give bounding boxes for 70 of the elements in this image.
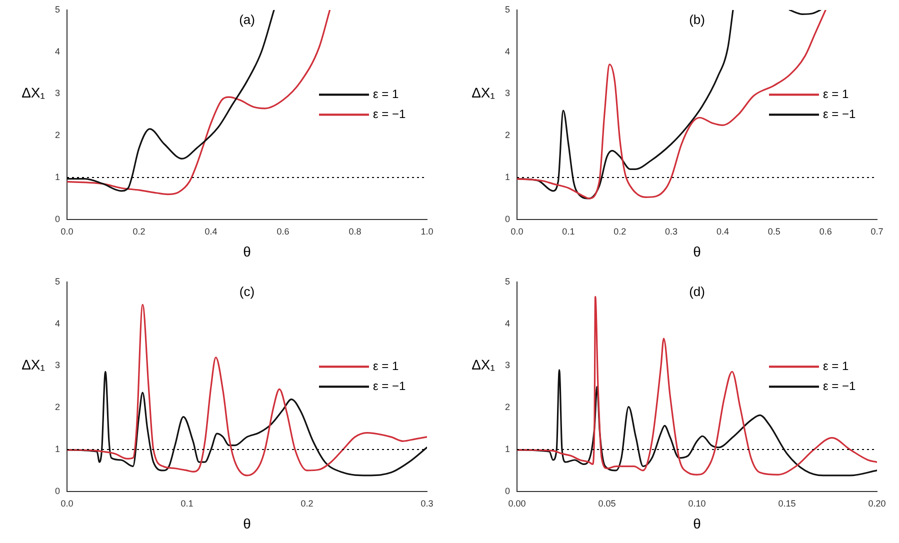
y-axis-title: ΔX₁ — [22, 356, 46, 373]
y-tick-label: 3 — [54, 360, 60, 370]
x-tick-label: 0.2 — [614, 226, 626, 236]
chart-title: (a) — [239, 12, 255, 28]
y-axis-title: ΔX₁ — [472, 356, 496, 373]
line-series — [67, 304, 427, 476]
y-tick-label: 3 — [504, 360, 510, 370]
x-tick-label: 0.4 — [204, 226, 218, 236]
x-tick-label: 0.3 — [420, 498, 434, 508]
x-tick-label: 0.2 — [132, 226, 146, 236]
x-tick-label: 0.10 — [688, 498, 706, 508]
x-tick-label: 0.3 — [665, 226, 678, 236]
chart-title: (b) — [689, 12, 705, 28]
x-tick-label: 0.7 — [870, 226, 884, 236]
y-tick-label: 0 — [504, 214, 510, 224]
y-tick-label: 1 — [504, 172, 510, 182]
y-tick-label: 4 — [54, 46, 60, 56]
x-tick-label: 1.0 — [420, 226, 434, 236]
y-tick-label: 0 — [54, 486, 60, 496]
y-tick-label: 3 — [504, 88, 510, 98]
legend-label: ε = 1 — [373, 359, 400, 374]
y-tick-label: 5 — [54, 276, 60, 286]
x-tick-label: 0.00 — [508, 498, 526, 508]
y-tick-label: 5 — [54, 4, 60, 14]
x-tick-label: 0.15 — [778, 498, 796, 508]
y-tick-label: 4 — [504, 318, 510, 328]
x-tick-label: 0.0 — [60, 498, 74, 508]
y-tick-label: 2 — [504, 402, 510, 412]
y-tick-label: 2 — [504, 130, 510, 140]
x-tick-label: 0.8 — [348, 226, 362, 236]
legend-label: ε = −1 — [823, 107, 856, 122]
x-tick-label: 0.20 — [868, 498, 886, 508]
x-tick-label: 0.0 — [60, 226, 74, 236]
legend-label: ε = −1 — [373, 379, 406, 394]
x-tick-label: 0.5 — [768, 226, 780, 236]
y-tick-label: 3 — [54, 88, 60, 98]
x-tick-label: 0.2 — [300, 498, 314, 508]
y-tick-label: 5 — [504, 4, 510, 14]
x-tick-label: 0.6 — [276, 226, 290, 236]
line-series — [67, 10, 331, 196]
y-axis-title: ΔX₁ — [472, 84, 496, 101]
x-tick-label: 0.1 — [562, 226, 575, 236]
x-axis-title: θ — [693, 243, 702, 260]
chart-title: (d) — [689, 284, 705, 300]
legend-label: ε = −1 — [373, 107, 406, 122]
x-tick-label: 0.0 — [510, 226, 524, 236]
x-axis-title: θ — [693, 515, 702, 532]
y-tick-label: 1 — [54, 444, 60, 454]
y-tick-label: 4 — [54, 318, 60, 328]
x-axis-title: θ — [243, 243, 252, 260]
y-tick-label: 4 — [504, 46, 510, 56]
y-axis-title: ΔX₁ — [22, 84, 46, 101]
x-tick-label: 0.6 — [819, 226, 832, 236]
line-series — [67, 10, 275, 192]
y-tick-label: 1 — [54, 172, 60, 182]
x-tick-label: 0.4 — [716, 226, 729, 236]
legend-label: ε = 1 — [823, 359, 850, 374]
x-tick-label: 0.1 — [180, 498, 194, 508]
chart-title: (c) — [239, 284, 255, 300]
y-tick-label: 0 — [54, 214, 60, 224]
x-tick-label: 0.05 — [598, 498, 616, 508]
legend-label: ε = 1 — [823, 87, 850, 102]
y-tick-label: 5 — [504, 276, 510, 286]
legend-label: ε = 1 — [373, 87, 400, 102]
y-tick-label: 2 — [54, 402, 60, 412]
y-tick-label: 2 — [54, 130, 60, 140]
y-tick-label: 0 — [504, 486, 510, 496]
legend-label: ε = −1 — [823, 379, 856, 394]
x-axis-title: θ — [243, 515, 252, 532]
y-tick-label: 1 — [504, 444, 510, 454]
